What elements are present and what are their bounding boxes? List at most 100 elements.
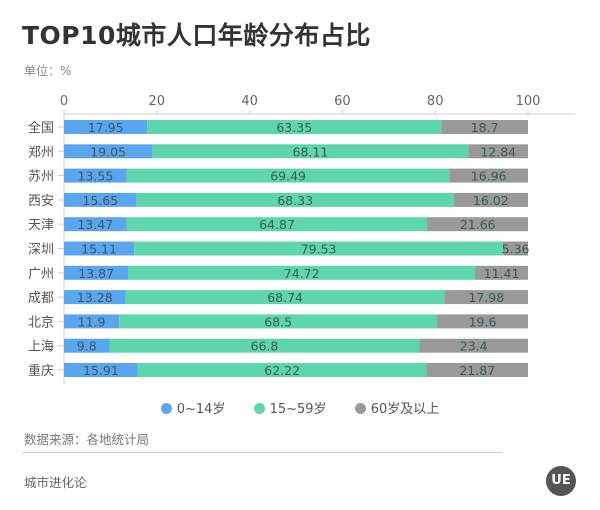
category-label: 天津 xyxy=(28,218,54,233)
bar-segment xyxy=(449,168,528,183)
bar-segment xyxy=(503,241,528,256)
stacked-bar-chart: 0 20 40 60 80 100 全国 17.95 63.35 18.7 郑州 19.05 68.11… xyxy=(28,94,575,384)
bar-segment xyxy=(126,168,450,183)
bar-segment xyxy=(64,338,110,353)
bar-segment xyxy=(134,241,504,256)
data-label: 68.5 xyxy=(264,314,292,329)
bar-segment xyxy=(64,168,127,183)
bar-segment xyxy=(136,192,454,207)
data-label: 17.98 xyxy=(468,290,504,305)
category-label: 广州 xyxy=(28,267,54,282)
legend-label: 15~59岁 xyxy=(269,402,327,417)
bar-segment xyxy=(64,241,135,256)
x-tick-label: 100 xyxy=(516,94,541,109)
data-label: 62.22 xyxy=(264,363,300,378)
data-label: 13.47 xyxy=(77,217,113,232)
legend-dot-icon xyxy=(160,403,172,414)
data-label: 21.87 xyxy=(459,363,495,378)
category-label: 苏州 xyxy=(28,169,54,185)
bar-segment xyxy=(64,265,129,280)
category-label: 成都 xyxy=(28,291,54,306)
bar-segment xyxy=(109,338,420,353)
bar-segment xyxy=(426,363,528,377)
data-label: 69.49 xyxy=(270,169,306,184)
bar-segment xyxy=(64,144,153,159)
divider xyxy=(22,452,502,453)
data-label: 63.35 xyxy=(276,120,312,135)
bar-segment xyxy=(475,265,528,280)
data-label: 13.28 xyxy=(77,290,113,305)
data-label: 64.87 xyxy=(259,217,295,232)
legend-item-15-59[interactable]: 15~59岁 xyxy=(253,398,327,417)
category-label: 全国 xyxy=(28,120,54,136)
x-tick-label: 40 xyxy=(241,94,258,109)
legend: 0~14岁 15~59岁 60岁及以上 xyxy=(0,398,600,417)
data-label: 17.95 xyxy=(88,120,124,135)
legend-label: 0~14岁 xyxy=(176,402,226,417)
data-label: 13.55 xyxy=(78,169,114,184)
bar-segment xyxy=(441,120,528,134)
data-label: 13.87 xyxy=(78,266,114,281)
bar-segment xyxy=(444,290,528,305)
bar-segment xyxy=(128,265,476,280)
category-label: 重庆 xyxy=(28,363,54,379)
bar-segment xyxy=(64,314,120,329)
legend-dot-icon xyxy=(354,403,366,414)
data-label: 66.8 xyxy=(251,339,279,354)
data-label: 79.53 xyxy=(301,242,337,257)
bar-segment xyxy=(119,314,438,329)
data-label: 16.96 xyxy=(471,169,507,184)
data-label: 16.02 xyxy=(473,193,509,208)
data-label: 15.91 xyxy=(83,363,119,378)
bar-segment xyxy=(64,192,137,207)
legend-item-60-plus[interactable]: 60岁及以上 xyxy=(354,398,440,417)
bar-segment xyxy=(427,217,528,232)
data-label: 19.6 xyxy=(469,314,497,329)
legend-label: 60岁及以上 xyxy=(370,402,440,417)
data-label: 12.84 xyxy=(480,144,516,159)
data-label: 15.11 xyxy=(81,242,117,257)
x-tick-label: 20 xyxy=(149,94,166,109)
data-label: 23.4 xyxy=(460,339,488,354)
data-label: 11.9 xyxy=(78,314,106,329)
data-label: 18.7 xyxy=(471,120,499,135)
bar-segment xyxy=(437,314,528,329)
data-label: 15.65 xyxy=(82,193,118,208)
bar-segment xyxy=(453,192,528,207)
data-label: 68.33 xyxy=(277,193,313,208)
bar-segment xyxy=(126,217,428,232)
data-label: 11.41 xyxy=(484,266,520,281)
data-label: 21.66 xyxy=(460,217,496,232)
legend-item-0-14[interactable]: 0~14岁 xyxy=(160,398,226,417)
data-label: 68.74 xyxy=(267,290,303,305)
data-label: 19.05 xyxy=(90,144,126,159)
bar-segment xyxy=(64,120,148,134)
chart-title: TOP10城市人口年龄分布占比 xyxy=(22,21,371,50)
category-label: 西安 xyxy=(28,194,54,209)
x-tick-label: 0 xyxy=(60,94,68,109)
data-source: 数据来源：各地统计局 xyxy=(24,432,150,447)
bar-segment xyxy=(137,363,427,377)
brand-logo: UE xyxy=(546,466,576,496)
bar-segment xyxy=(468,144,528,159)
bar-segment xyxy=(125,290,445,305)
bar-segment xyxy=(419,338,528,353)
category-label: 北京 xyxy=(28,315,54,330)
data-label: 74.72 xyxy=(284,266,320,281)
unit-label: 单位：% xyxy=(24,64,72,78)
data-label: 68.11 xyxy=(293,144,329,159)
data-label: 5.36 xyxy=(502,242,530,257)
x-tick-label: 60 xyxy=(334,94,351,109)
bar-segment xyxy=(64,363,138,377)
category-label: 深圳 xyxy=(28,243,54,258)
bar-segment xyxy=(64,290,126,305)
category-label: 上海 xyxy=(28,340,54,355)
bar-segment xyxy=(147,120,442,134)
legend-dot-icon xyxy=(253,403,265,414)
bar-segment xyxy=(152,144,469,159)
bar-segment xyxy=(64,217,127,232)
brand-name: 城市进化论 xyxy=(24,475,87,490)
category-label: 郑州 xyxy=(28,145,54,160)
x-tick-label: 80 xyxy=(427,94,444,109)
